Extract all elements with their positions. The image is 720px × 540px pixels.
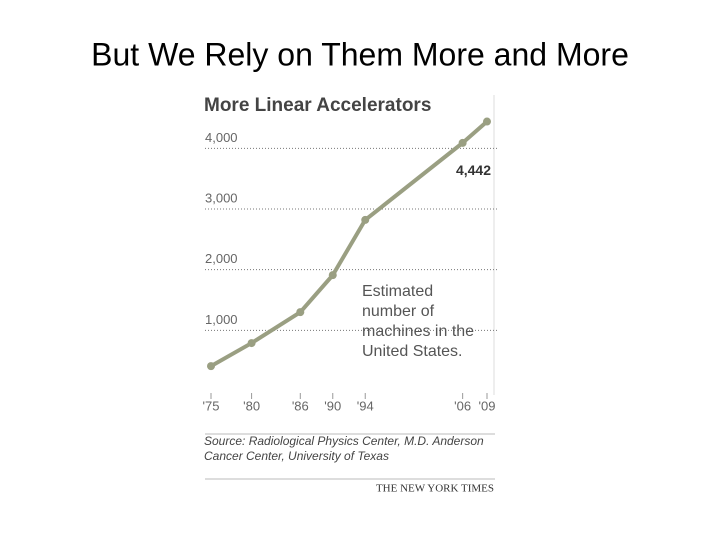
value-label: 4,442 xyxy=(456,162,491,178)
chart-title: More Linear Accelerators xyxy=(204,95,431,116)
source: Source: Radiological Physics Center, M.D… xyxy=(204,434,484,448)
data-point xyxy=(207,362,215,371)
data-point xyxy=(361,215,370,224)
annotation: United States. xyxy=(362,343,463,360)
source: Cancer Center, University of Texas xyxy=(204,449,389,463)
data-point xyxy=(483,117,491,126)
x-tick-label: '06 xyxy=(454,398,471,413)
annotation: Estimated xyxy=(362,283,433,300)
x-tick-label: '90 xyxy=(324,398,341,413)
x-tick-label: '80 xyxy=(243,398,260,413)
data-point xyxy=(328,271,337,280)
y-tick-label: 2,000 xyxy=(205,251,238,266)
y-tick-label: 3,000 xyxy=(205,190,238,205)
y-tick-label: 4,000 xyxy=(205,130,238,145)
slide-title: But We Rely on Them More and More xyxy=(91,36,629,72)
x-tick-label: '09 xyxy=(479,398,496,413)
x-tick-label: '86 xyxy=(292,398,309,413)
data-point xyxy=(296,308,305,317)
data-point xyxy=(247,339,256,348)
x-tick-label: '94 xyxy=(357,398,374,413)
y-tick-label: 1,000 xyxy=(205,312,238,327)
data-point xyxy=(458,138,467,147)
annotation: machines in the xyxy=(362,323,474,340)
x-tick-label: '75 xyxy=(203,398,220,413)
annotation: number of xyxy=(362,303,435,320)
credit: THE NEW YORK TIMES xyxy=(376,483,494,495)
